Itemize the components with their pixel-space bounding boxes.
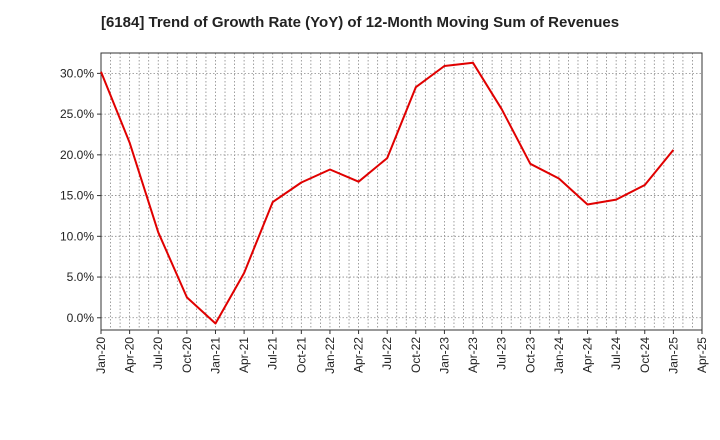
x-tick-label: Apr-23 (466, 337, 480, 373)
x-tick-label: Oct-22 (409, 337, 423, 373)
x-tick-label: Oct-23 (523, 337, 537, 373)
x-axis: Jan-20 Apr-20 Jul-20 Oct-20 Jan-21 Apr-21 Jul-… (94, 330, 709, 374)
x-tick-label: Jul-20 (151, 337, 165, 370)
x-tick-label: Apr-24 (581, 337, 595, 373)
x-tick-label: Jan-25 (666, 337, 680, 374)
x-tick-label: Oct-24 (638, 337, 652, 373)
x-tick-label: Apr-22 (352, 337, 366, 373)
y-tick-label: 30.0% (60, 66, 94, 80)
chart-title: [6184] Trend of Growth Rate (YoY) of 12-… (100, 14, 620, 31)
x-tick-label: Apr-25 (695, 337, 709, 373)
x-tick-label: Jan-24 (552, 337, 566, 374)
y-tick-label: 15.0% (60, 189, 94, 203)
y-tick-label: 25.0% (60, 107, 94, 121)
plot-area-frame (100, 52, 703, 331)
x-tick-label: Jan-21 (208, 337, 222, 374)
x-tick-label: Oct-20 (180, 337, 194, 373)
x-tick-label: Jul-22 (380, 337, 394, 370)
y-axis: 0.0% 5.0% 10.0% 15.0% 20.0% 25.0% 30.0% (60, 66, 101, 325)
x-tick-label: Jan-20 (94, 337, 108, 374)
y-tick-label: 10.0% (60, 229, 94, 243)
x-tick-label: Oct-21 (294, 337, 308, 373)
grid-lines (101, 53, 702, 330)
y-tick-label: 0.0% (67, 311, 95, 325)
y-tick-label: 5.0% (67, 270, 95, 284)
y-tick-label: 20.0% (60, 148, 94, 162)
x-tick-label: Apr-21 (237, 337, 251, 373)
x-tick-label: Jul-23 (495, 337, 509, 370)
x-tick-label: Apr-20 (123, 337, 137, 373)
x-tick-label: Jul-24 (609, 337, 623, 370)
x-tick-label: Jan-23 (437, 337, 451, 374)
series-line (100, 61, 675, 325)
x-tick-label: Jul-21 (266, 337, 280, 370)
x-tick-label: Jan-22 (323, 337, 337, 374)
